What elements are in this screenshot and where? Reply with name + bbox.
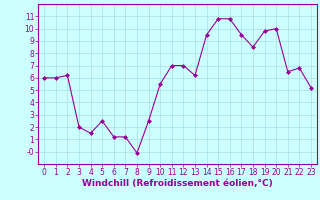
X-axis label: Windchill (Refroidissement éolien,°C): Windchill (Refroidissement éolien,°C): [82, 179, 273, 188]
